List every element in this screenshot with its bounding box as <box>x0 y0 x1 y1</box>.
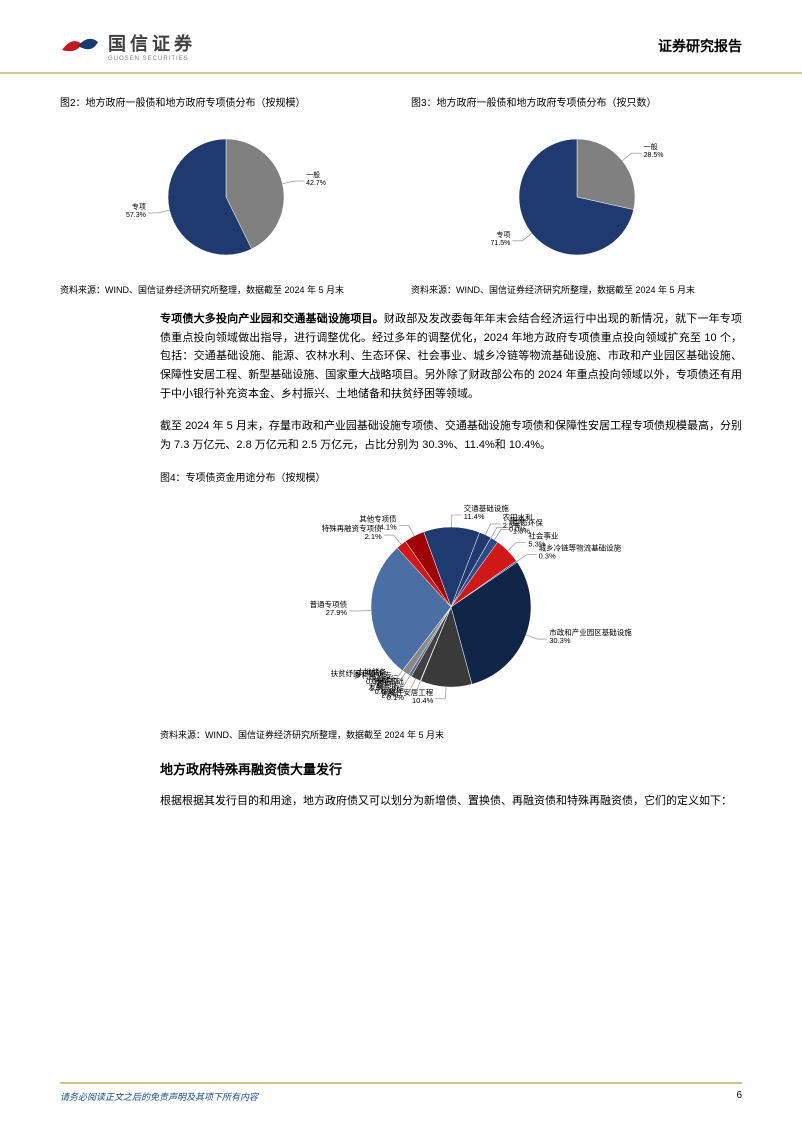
page-header: 国信证券 GUOSEN SECURITIES 证券研究报告 <box>0 0 802 74</box>
svg-text:市政和产业园区基础设施30.3%: 市政和产业园区基础设施30.3% <box>549 627 632 645</box>
svg-text:专项57.3%: 专项57.3% <box>125 202 145 219</box>
svg-text:一般28.5%: 一般28.5% <box>643 142 663 159</box>
chart2-svg: 一般42.7% 专项57.3% <box>96 117 356 277</box>
page-footer: 请务必阅读正文之后的免责声明及其项下所有内容 6 <box>60 1082 742 1103</box>
svg-text:特殊再融资专项债2.1%: 特殊再融资专项债2.1% <box>322 523 382 541</box>
chart3-title: 图3：地方政府一般债和地方政府专项债分布（按只数） <box>411 94 742 109</box>
chart3-svg: 一般28.5% 专项71.5% <box>447 117 707 277</box>
svg-text:一般42.7%: 一般42.7% <box>306 170 326 187</box>
svg-text:普通专项债27.9%: 普通专项债27.9% <box>310 599 348 617</box>
chart4-wrap: 图4：专项债资金用途分布（按规模） 交通基础设施11.4%农田水利2.5%能源0… <box>160 469 742 741</box>
para1-bold: 专项债大多投向产业园和交通基础设施项目。 <box>160 313 384 325</box>
chart-row-top: 图2：地方政府一般债和地方政府专项债分布（按规模） 一般42.7% 专项57.3%… <box>60 94 742 296</box>
chart2-source: 资料来源：WIND、国信证券经济研究所整理，数据截至 2024 年 5 月末 <box>60 283 391 296</box>
svg-text:城乡冷链等物流基础设施0.3%: 城乡冷链等物流基础设施0.3% <box>539 542 622 560</box>
chart3-column: 图3：地方政府一般债和地方政府专项债分布（按只数） 一般28.5% 专项71.5%… <box>411 94 742 296</box>
logo-group: 国信证券 GUOSEN SECURITIES <box>60 30 196 62</box>
chart2-title: 图2：地方政府一般债和地方政府专项债分布（按规模） <box>60 94 391 109</box>
chart4-title: 图4：专项债资金用途分布（按规模） <box>160 469 742 484</box>
chart4-svg: 交通基础设施11.4%农田水利2.5%能源0.0%生态环保1.6%社会事业5.3… <box>171 492 731 722</box>
logo-text: 国信证券 GUOSEN SECURITIES <box>108 30 196 62</box>
section-title: 地方政府特殊再融资债大量发行 <box>160 759 742 778</box>
logo-cn: 国信证券 <box>108 30 196 56</box>
page-content: 图2：地方政府一般债和地方政府专项债分布（按规模） 一般42.7% 专项57.3%… <box>0 74 802 811</box>
para1-rest: 财政部及发改委每年年末会结合经济运行中出现的新情况，就下一年专项债重点投向领域做… <box>160 313 742 400</box>
page-number: 6 <box>736 1090 742 1103</box>
paragraph-3: 根据根据其发行目的和用途，地方政府债又可以划分为新增债、置换债、再融资债和特殊再… <box>160 792 742 811</box>
paragraph-2: 截至 2024 年 5 月末，存量市政和产业园基础设施专项债、交通基础设施专项债… <box>160 417 742 454</box>
report-type: 证券研究报告 <box>658 36 742 56</box>
footer-disclaimer: 请务必阅读正文之后的免责声明及其项下所有内容 <box>60 1090 258 1103</box>
chart4-pie: 交通基础设施11.4%农田水利2.5%能源0.0%生态环保1.6%社会事业5.3… <box>160 492 742 722</box>
guosen-logo-icon <box>60 32 100 60</box>
svg-text:扶贫纾困专项债0.0%: 扶贫纾困专项债0.0% <box>331 668 384 686</box>
chart2-column: 图2：地方政府一般债和地方政府专项债分布（按规模） 一般42.7% 专项57.3%… <box>60 94 391 296</box>
logo-en: GUOSEN SECURITIES <box>108 56 196 62</box>
chart3-source: 资料来源：WIND、国信证券经济研究所整理，数据截至 2024 年 5 月末 <box>411 283 742 296</box>
chart4-source: 资料来源：WIND、国信证券经济研究所整理，数据截至 2024 年 5 月末 <box>160 728 742 741</box>
paragraph-1: 专项债大多投向产业园和交通基础设施项目。财政部及发改委每年年末会结合经济运行中出… <box>160 310 742 403</box>
chart2-pie: 一般42.7% 专项57.3% <box>60 117 391 277</box>
svg-text:专项71.5%: 专项71.5% <box>490 230 510 247</box>
chart3-pie: 一般28.5% 专项71.5% <box>411 117 742 277</box>
